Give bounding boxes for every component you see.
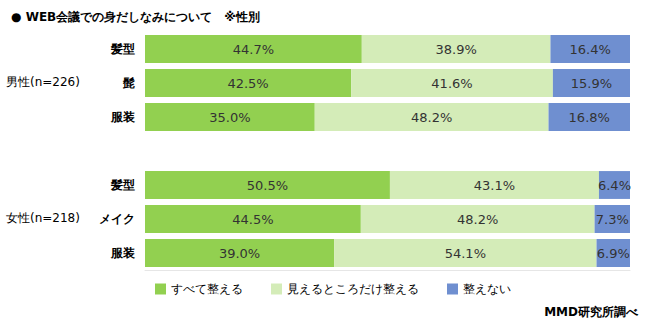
svg-text:44.5%: 44.5% [232,212,273,227]
svg-text:35.0%: 35.0% [209,110,250,125]
svg-text:服装: 服装 [110,110,136,124]
svg-text:6.4%: 6.4% [598,178,631,193]
svg-text:服装: 服装 [110,246,136,260]
svg-text:6.9%: 6.9% [597,246,630,261]
svg-text:16.8%: 16.8% [569,110,610,125]
svg-text:女性(n=218): 女性(n=218) [6,211,80,225]
svg-text:48.2%: 48.2% [457,212,498,227]
svg-text:43.1%: 43.1% [474,178,515,193]
svg-text:髭: 髭 [122,76,135,90]
svg-text:15.9%: 15.9% [571,76,612,91]
svg-text:整えない: 整えない [463,282,511,296]
svg-text:男性(n=226): 男性(n=226) [6,75,80,89]
svg-text:7.3%: 7.3% [596,212,629,227]
svg-text:MMD研究所調べ: MMD研究所調べ [544,305,639,319]
svg-text:髪型: 髪型 [110,42,135,56]
svg-text:すべて整える: すべて整える [171,282,243,296]
svg-text:39.0%: 39.0% [219,246,260,261]
svg-text:50.5%: 50.5% [247,178,288,193]
svg-text:44.7%: 44.7% [233,42,274,57]
svg-text:48.2%: 48.2% [411,110,452,125]
svg-text:見えるところだけ整える: 見えるところだけ整える [287,282,419,296]
svg-text:髪型: 髪型 [110,178,135,192]
svg-text:38.9%: 38.9% [435,42,476,57]
svg-text:42.5%: 42.5% [227,76,268,91]
svg-text:54.1%: 54.1% [445,246,486,261]
svg-text:メイク: メイク [99,212,135,226]
svg-text:41.6%: 41.6% [431,76,472,91]
svg-text:● WEB会議での身だしなみについて ※性別: ● WEB会議での身だしなみについて ※性別 [11,10,260,24]
svg-text:16.4%: 16.4% [570,42,611,57]
